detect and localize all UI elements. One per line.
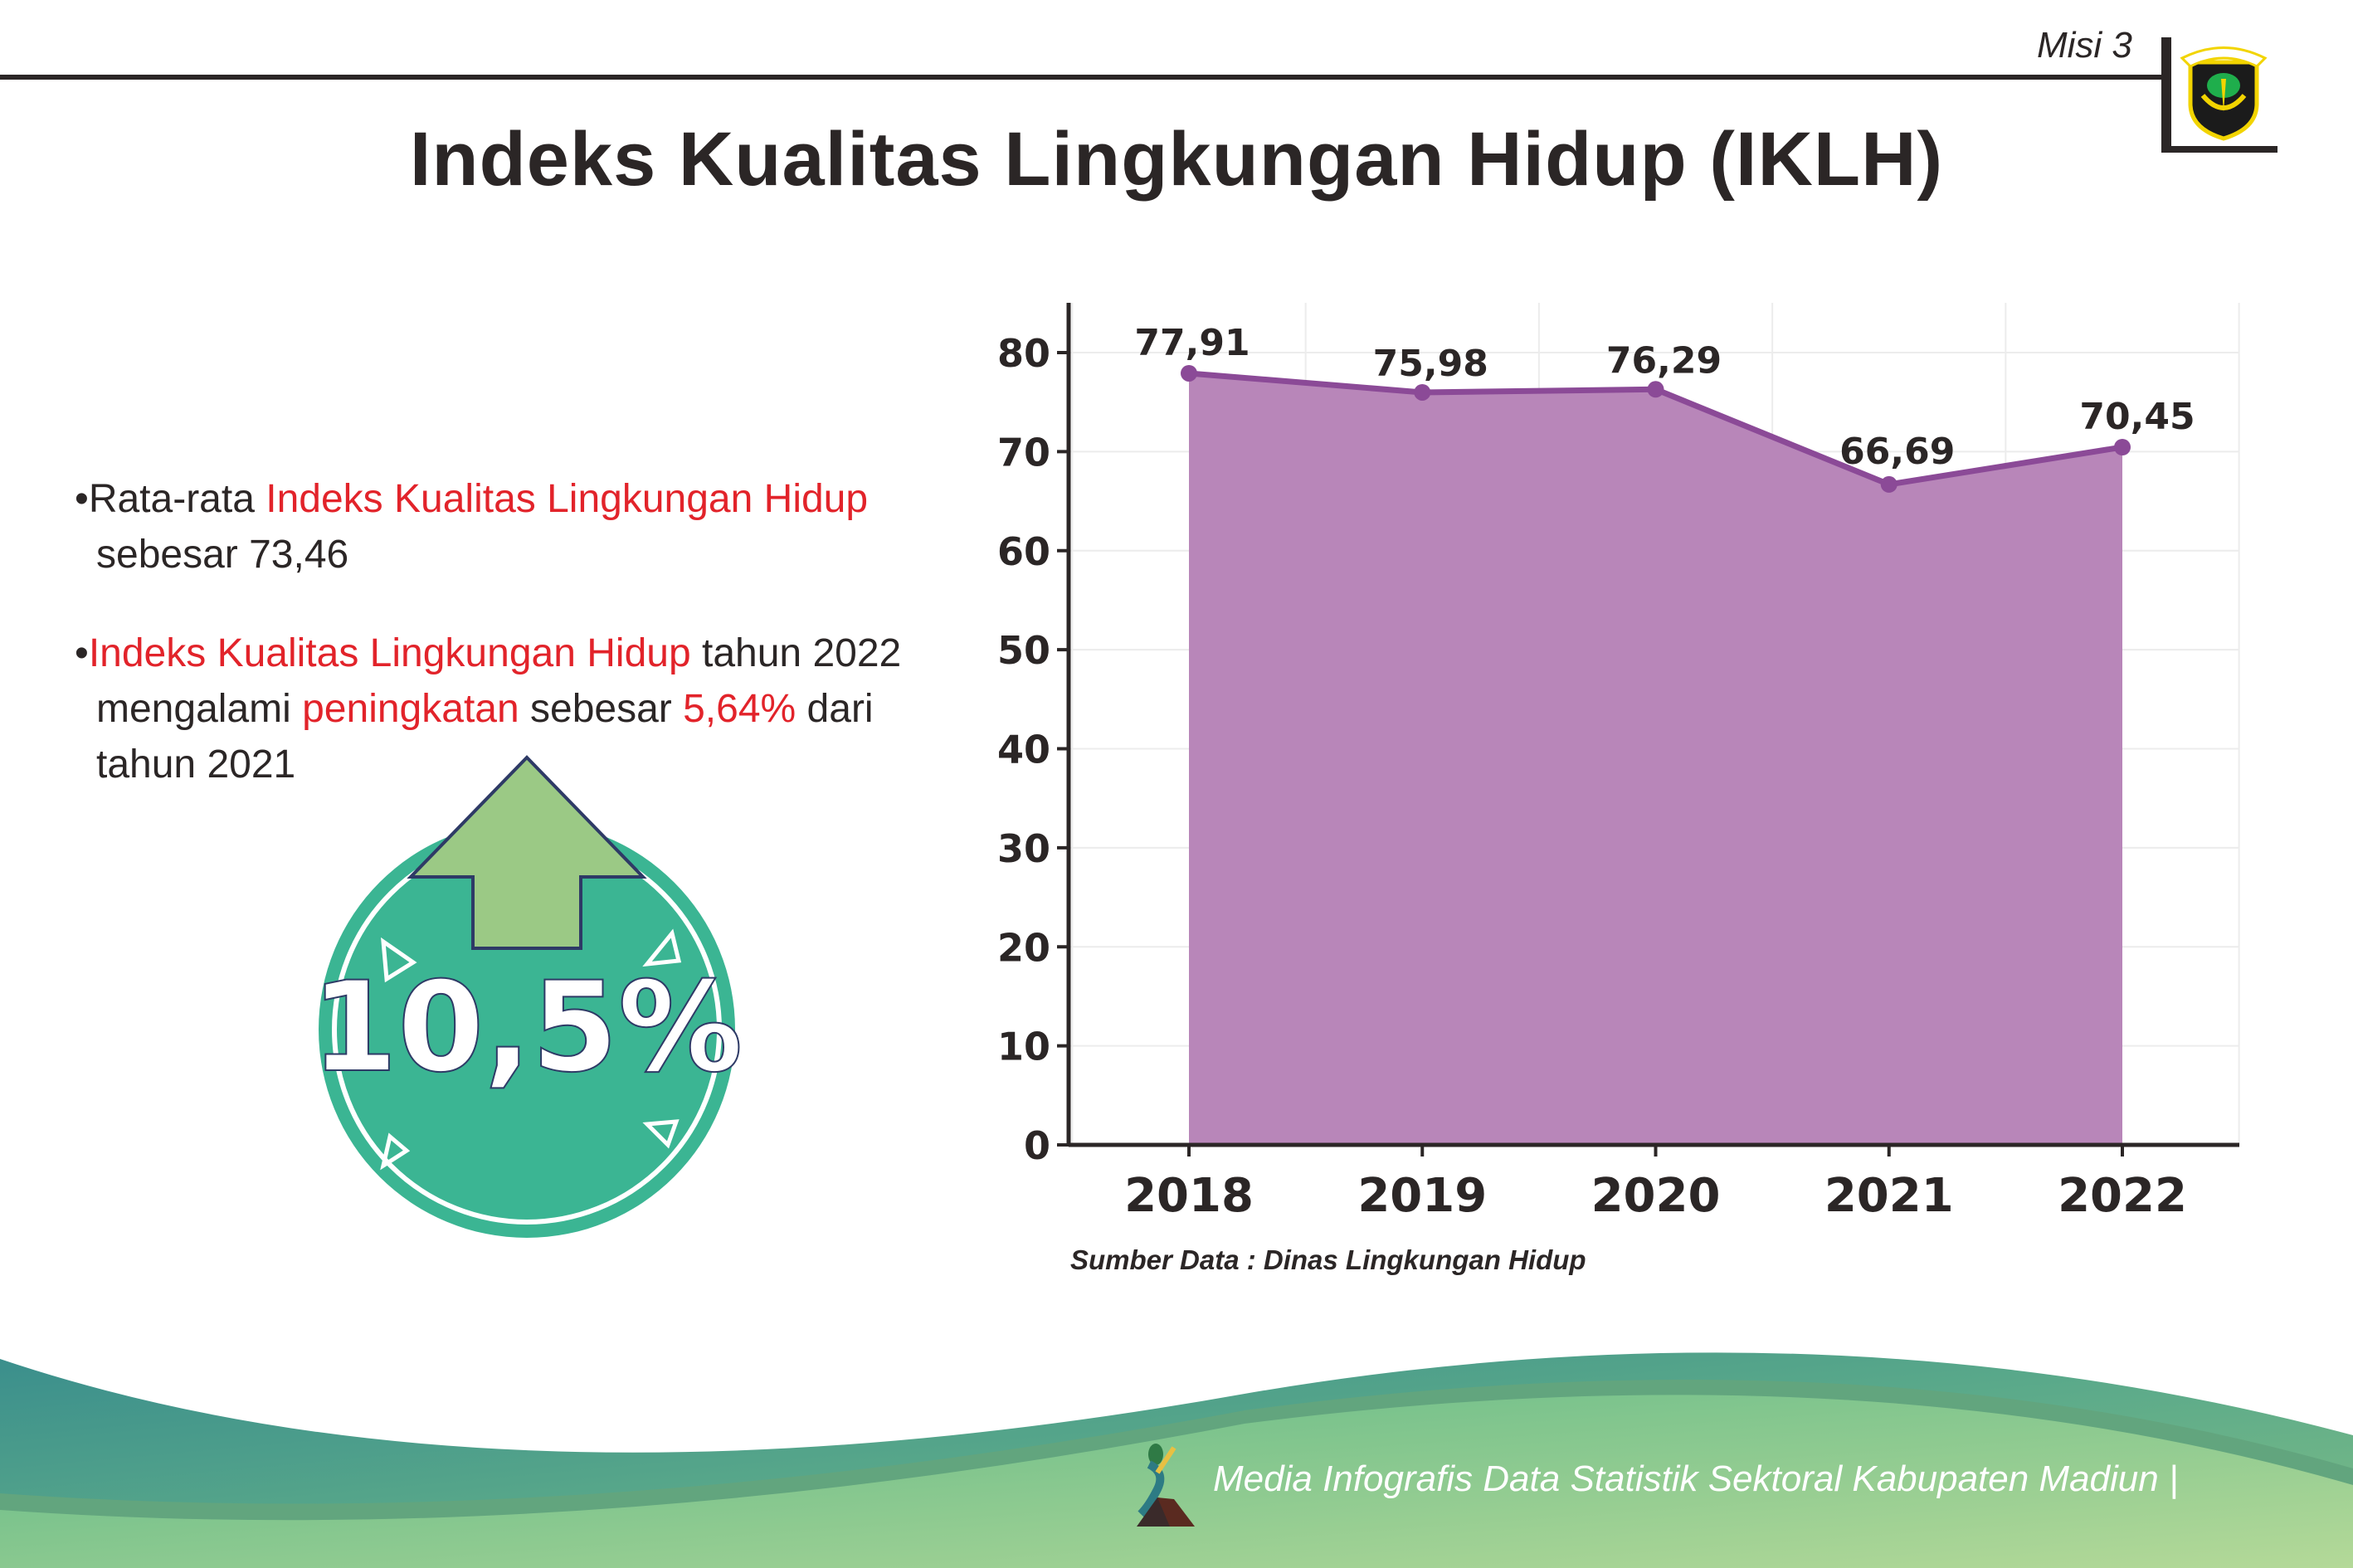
y-tick-label: 80 [997,331,1050,376]
data-point [1647,381,1664,398]
iklh-area-chart: 0 10 20 30 40 50 60 70 80 77,91 2018 75,98 2019 76,29… [997,303,2240,1223]
data-point [1181,364,1197,382]
text: sebesar [519,687,684,731]
data-label: 75,98 [1373,343,1488,385]
x-tick-label: 2022 [2058,1169,2187,1223]
y-tick-label: 40 [997,728,1050,772]
x-tick-label: 2020 [1591,1169,1721,1223]
highlight-text: 5,64% [683,687,797,731]
header-bracket [2161,37,2171,151]
highlight-text: peningkatan [302,687,519,731]
data-label: 76,29 [1606,339,1722,382]
y-tick-label: 10 [997,1025,1050,1069]
x-tick-label: 2021 [1824,1169,1954,1223]
bullet-average: •Rata-rata Indeks Kualitas Lingkungan Hi… [75,471,946,582]
data-label: 77,91 [1134,322,1250,364]
data-label: 66,69 [1839,431,1955,473]
footer-wave [0,1352,2353,1568]
footer-text: Media Infografis Data Statistik Sektoral… [1213,1458,2179,1499]
text: sebesar 73,46 [96,533,349,577]
badge-value: 10,5% [311,956,743,1100]
y-tick-label: 60 [997,529,1050,574]
y-tick-label: 30 [997,826,1050,871]
y-tick-label: 0 [1024,1123,1050,1168]
media-infografis-logo [1137,1444,1195,1527]
bullet-dot: • [75,631,89,675]
bullet-change: •Indeks Kualitas Lingkungan Hidup tahun … [75,626,967,792]
x-tick-label: 2019 [1357,1169,1487,1223]
growth-badge: 10,5% [310,755,743,1238]
madiun-logo [2180,46,2268,141]
header-bracket-bottom [2161,146,2277,153]
text: dari tahun 2021 [96,687,874,786]
text: Rata-rata [88,477,266,521]
y-tick-label: 70 [997,430,1050,475]
data-point [2114,439,2131,456]
page-title: Indeks Kualitas Lingkungan Hidup (IKLH) [409,117,1944,202]
arrow-up-icon [407,755,647,950]
y-tick-label: 50 [997,628,1050,673]
source-note: Sumber Data : Dinas Lingkungan Hidup [1070,1244,1586,1275]
data-point [1414,383,1431,401]
highlight-text: Indeks Kualitas Lingkungan Hidup [266,477,869,521]
bullet-dot: • [75,477,89,521]
data-label: 70,45 [2079,396,2195,438]
section-label: Misi 3 [2037,25,2132,66]
area-fill [1189,373,2122,1146]
y-tick-label: 20 [997,925,1050,970]
highlight-text: Indeks Kualitas Lingkungan Hidup [88,631,691,675]
x-tick-label: 2018 [1124,1169,1254,1223]
header-rule [0,75,2164,80]
data-point [1880,475,1898,493]
text: tahun 2022 mengalami [96,631,902,731]
